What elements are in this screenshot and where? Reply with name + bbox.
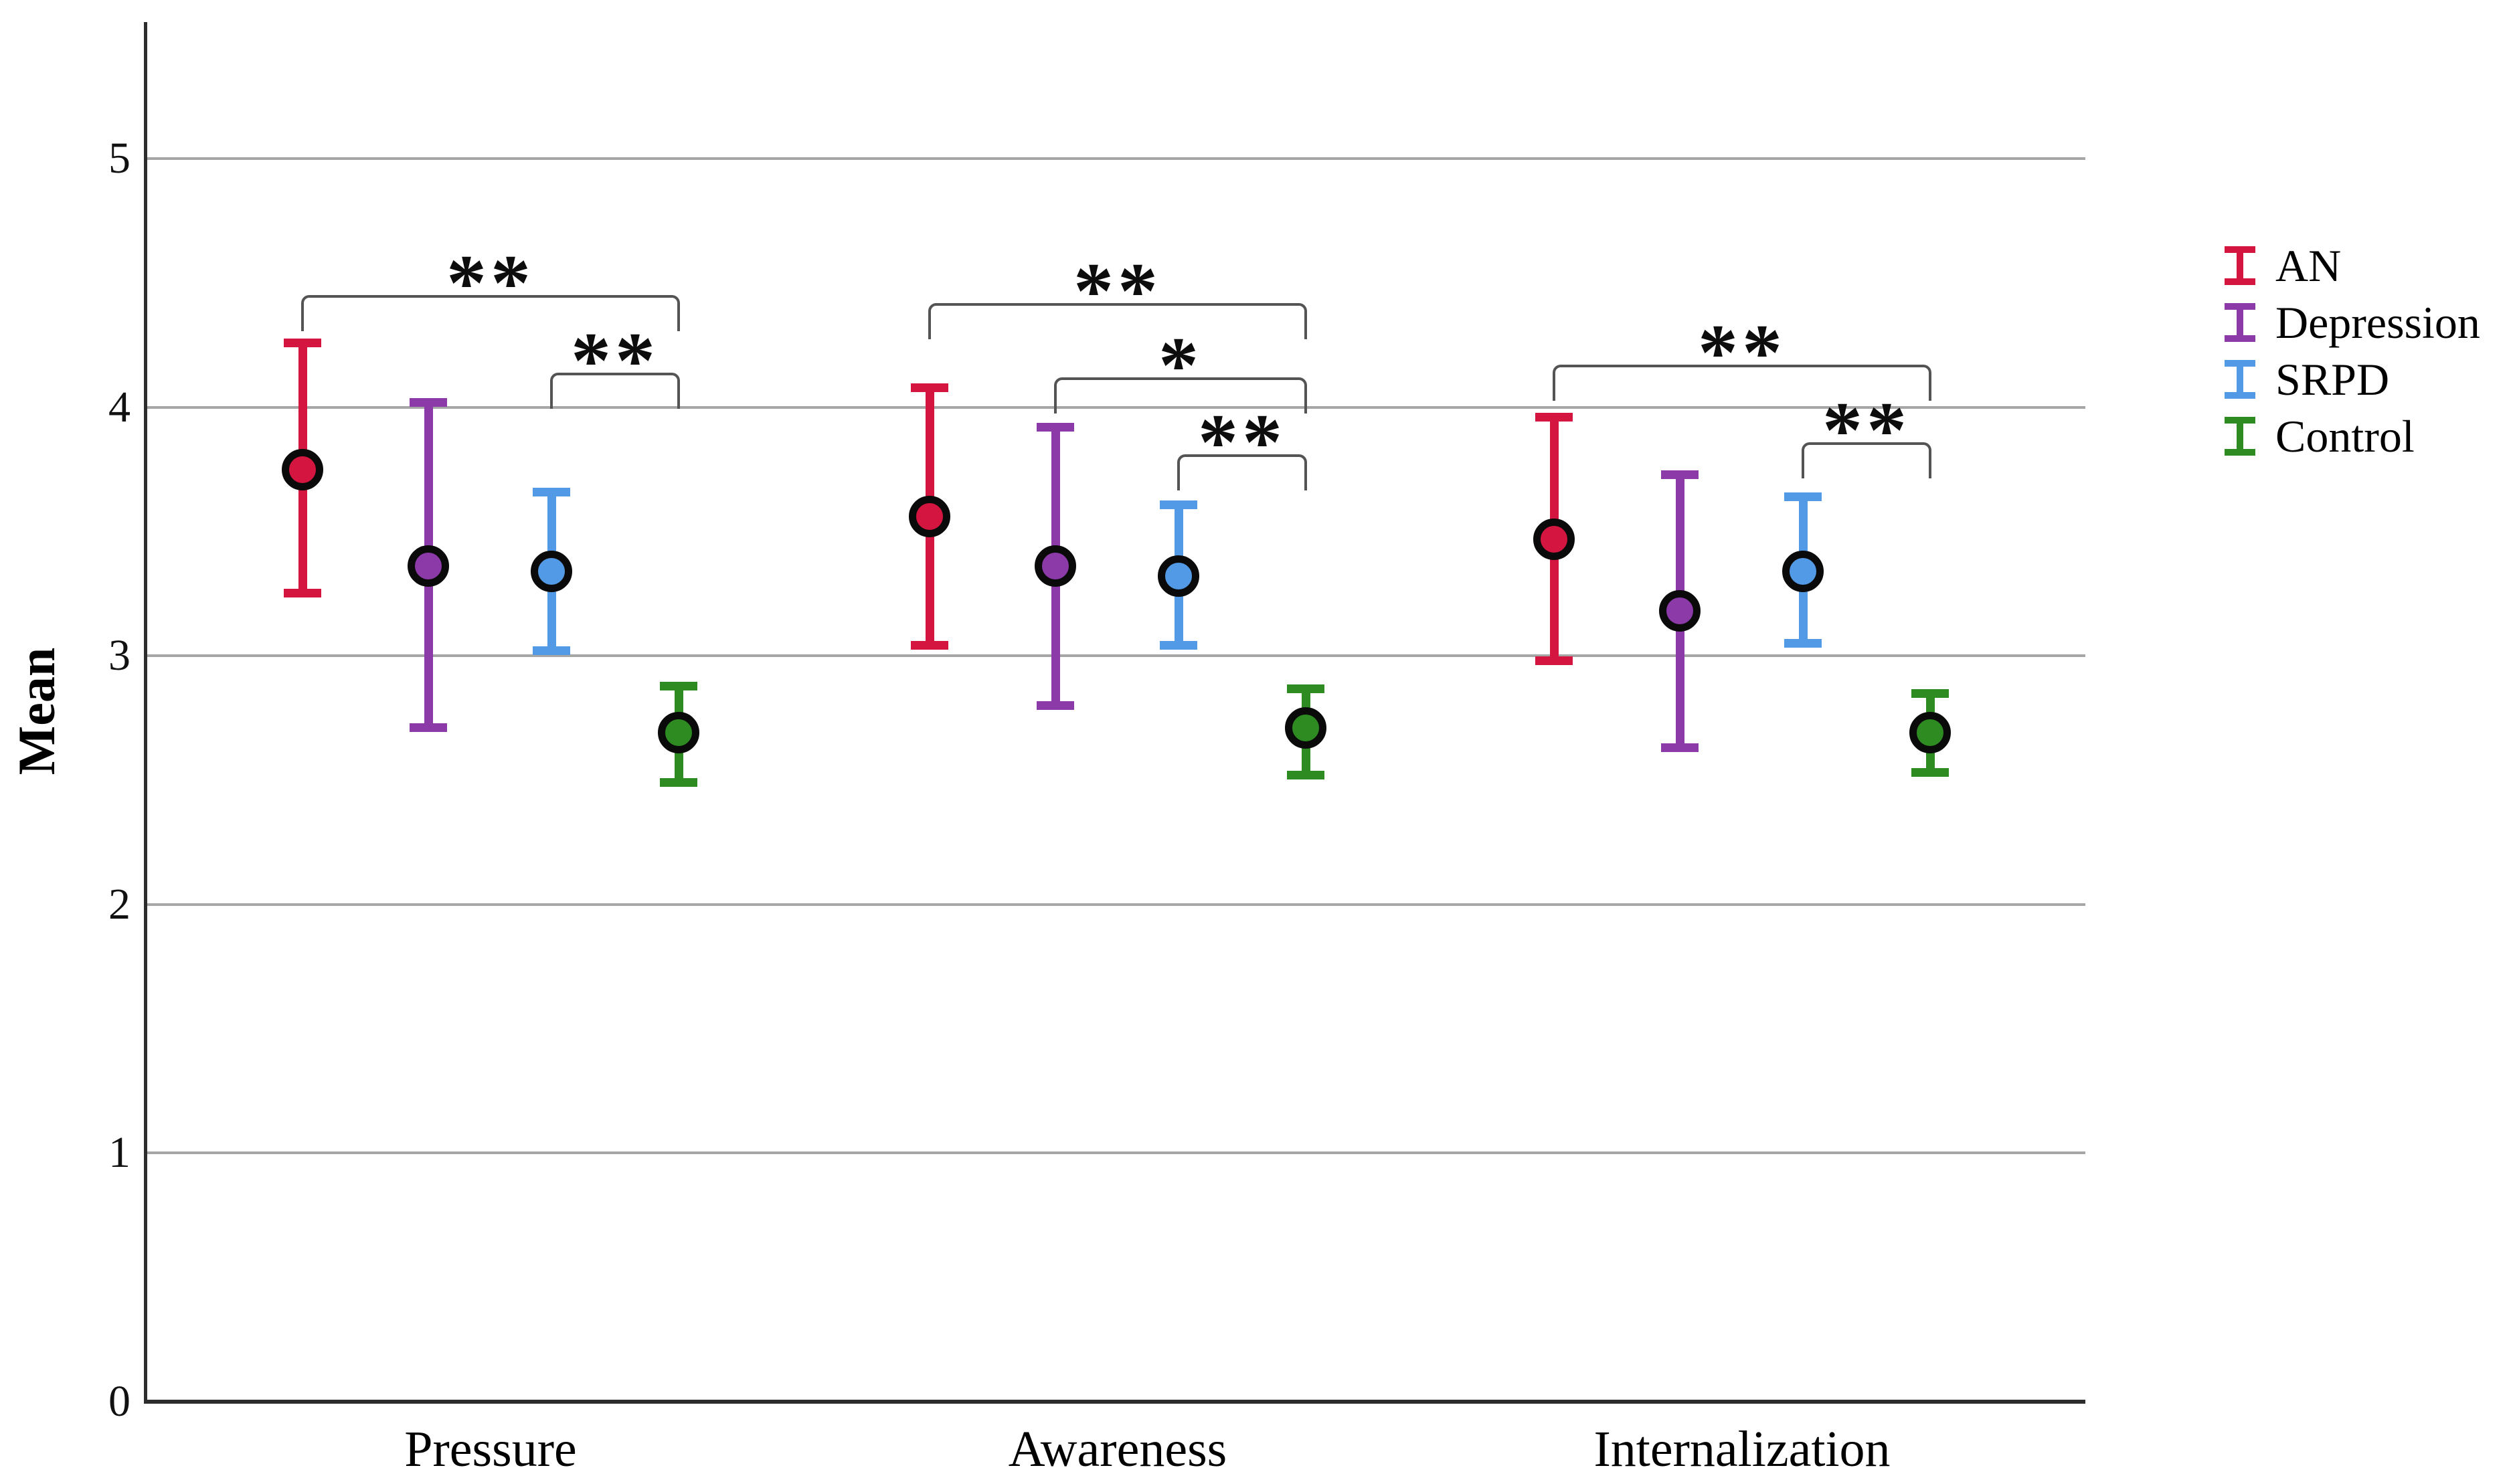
significance-bracket: [928, 302, 1307, 339]
x-category-label: Pressure: [404, 1421, 577, 1477]
x-category-label: Internalization: [1593, 1421, 1891, 1477]
y-tick-label: 5: [108, 134, 131, 183]
significance-label: **: [1198, 397, 1286, 487]
error-bar-cap-top: [911, 383, 948, 392]
error-bar-cap-top: [1287, 684, 1324, 693]
y-tick-label: 3: [108, 631, 131, 680]
x-category-label: Awareness: [1008, 1421, 1227, 1477]
legend-errorbar-icon: [2237, 417, 2243, 456]
legend-errorbar-icon-cap-bottom: [2225, 278, 2255, 285]
error-bar-cap-top: [1661, 470, 1699, 479]
mean-marker: [1782, 550, 1824, 592]
legend-errorbar-icon-cap-top: [2225, 360, 2255, 367]
error-bar-cap-bottom: [1911, 767, 1949, 777]
error-bar-cap-bottom: [1287, 770, 1324, 779]
legend-errorbar-icon: [2237, 303, 2243, 342]
mean-marker: [1158, 555, 1199, 597]
mean-marker: [282, 448, 323, 490]
legend-errorbar-icon-cap-top: [2225, 303, 2255, 310]
y-axis-line: [144, 22, 147, 1404]
significance-bracket: [1054, 377, 1307, 413]
legend-label: Control: [2275, 411, 2415, 462]
significance-bracket: [301, 295, 680, 332]
error-bar-cap-bottom: [660, 777, 697, 787]
significance-label: **: [446, 238, 535, 328]
legend-errorbar-icon-cap-bottom: [2225, 449, 2255, 456]
significance-label: **: [571, 315, 659, 405]
significance-bracket: [550, 372, 680, 409]
mean-marker: [1659, 590, 1701, 632]
x-axis-line: [144, 1400, 2085, 1404]
y-tick-label: 2: [108, 879, 131, 929]
significance-label: **: [1698, 308, 1786, 397]
error-bar-cap-top: [410, 398, 447, 407]
mean-marker: [1533, 518, 1575, 560]
legend-errorbar-icon: [2237, 246, 2243, 285]
legend-errorbar-icon-cap-bottom: [2225, 335, 2255, 342]
mean-marker: [1909, 712, 1951, 754]
error-bar-cap-top: [1037, 423, 1074, 432]
legend-label: Depression: [2275, 297, 2480, 348]
significance-label: **: [1822, 385, 1911, 474]
error-bar-cap-top: [660, 681, 697, 690]
error-bar-cap-bottom: [533, 646, 570, 655]
error-bar-cap-bottom: [284, 589, 321, 598]
significance-bracket: [1177, 454, 1307, 491]
legend-errorbar-icon-cap-top: [2225, 417, 2255, 424]
error-bar-cap-top: [1535, 413, 1573, 422]
legend-label: AN: [2275, 240, 2342, 291]
mean-marker: [408, 545, 449, 587]
error-bar-cap-bottom: [1784, 638, 1822, 648]
mean-marker: [909, 496, 950, 538]
legend-errorbar-icon-cap-bottom: [2225, 392, 2255, 399]
gridline: [145, 1151, 2085, 1155]
error-bar-cap-top: [284, 338, 321, 347]
mean-marker: [1035, 545, 1076, 587]
error-bar-cap-bottom: [1037, 701, 1074, 710]
gridline: [145, 157, 2085, 160]
significance-label: **: [1073, 246, 1162, 335]
error-bar-cap-top: [1911, 688, 1949, 698]
gridline: [145, 903, 2085, 906]
error-bar-cap-top: [1784, 492, 1822, 502]
mean-marker: [531, 550, 572, 592]
error-bar-cap-top: [533, 487, 570, 496]
y-tick-label: 0: [108, 1377, 131, 1426]
error-bar-cap-bottom: [1535, 656, 1573, 665]
significance-bracket: [1802, 442, 1931, 478]
mean-marker: [658, 712, 699, 754]
gridline: [145, 654, 2085, 658]
error-bar-cap-top: [1160, 500, 1197, 509]
significance-label: *: [1158, 320, 1203, 409]
error-bar-cap-bottom: [911, 641, 948, 650]
legend-errorbar-icon: [2237, 360, 2243, 399]
y-tick-label: 1: [108, 1128, 131, 1178]
gridline: [145, 405, 2085, 409]
significance-bracket: [1553, 365, 1931, 401]
error-bar-cap-bottom: [1160, 641, 1197, 650]
y-tick-label: 4: [108, 382, 131, 432]
mean-marker: [1285, 707, 1326, 749]
error-bar-cap-bottom: [1661, 743, 1699, 752]
legend-label: SRPD: [2275, 354, 2390, 405]
legend-errorbar-icon-cap-top: [2225, 246, 2255, 253]
error-bar-cap-bottom: [410, 723, 447, 732]
